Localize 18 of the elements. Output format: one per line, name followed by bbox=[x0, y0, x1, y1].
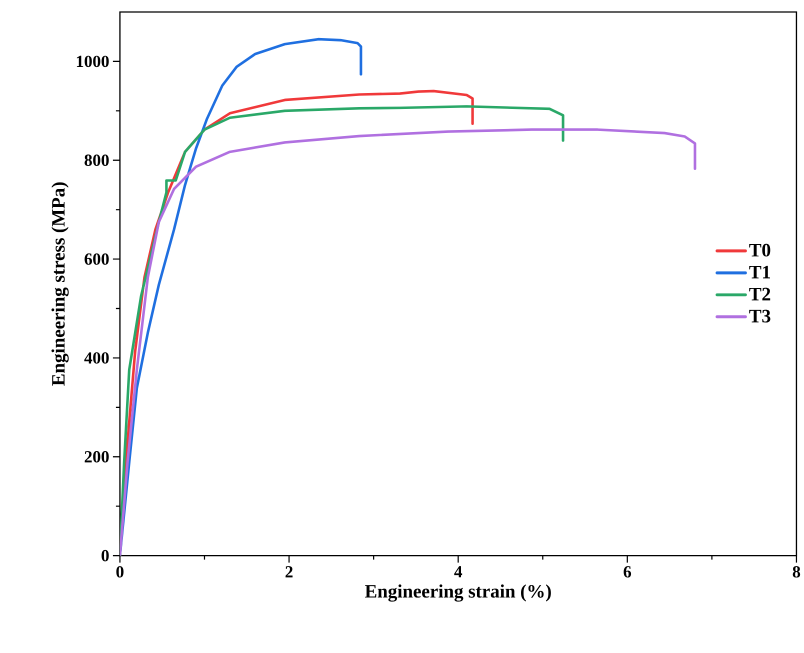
legend-label: T1 bbox=[749, 266, 770, 279]
x-tick-label: 6 bbox=[624, 566, 632, 578]
x-tick-label: 8 bbox=[792, 566, 800, 578]
x-axis-title: Engineering strain (%) bbox=[364, 584, 551, 602]
x-tick-label: 4 bbox=[454, 566, 462, 578]
x-tick-label: 2 bbox=[286, 566, 293, 578]
y-tick-label: 1000 bbox=[76, 56, 109, 68]
line-series bbox=[120, 128, 696, 556]
y-tick-label: 200 bbox=[84, 451, 109, 463]
legend-label: T0 bbox=[749, 244, 770, 257]
x-tick-label: 0 bbox=[116, 566, 124, 578]
y-tick-label: 400 bbox=[84, 352, 109, 364]
legend-label: T3 bbox=[749, 310, 770, 323]
legend-label: T2 bbox=[749, 288, 770, 301]
y-tick-label: 800 bbox=[84, 154, 109, 166]
y-tick-label: 600 bbox=[84, 254, 109, 266]
y-axis-title: Engineering stress (MPa) bbox=[51, 182, 69, 386]
y-tick-label: 0 bbox=[102, 550, 109, 562]
